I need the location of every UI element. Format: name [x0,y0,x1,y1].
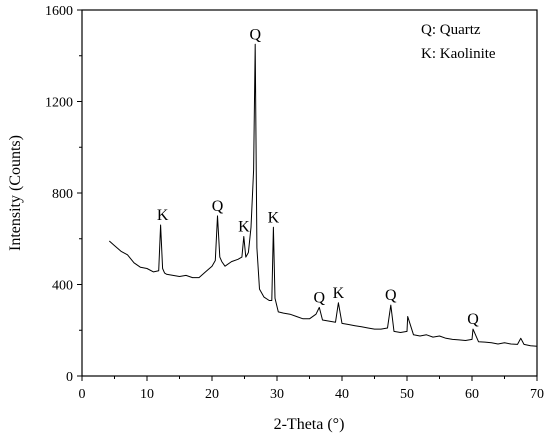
legend-entry-kaolinite: K: Kaolinite [421,46,496,62]
y-axis-title: Intensity (Counts) [7,135,24,251]
quartz-peak-label: Q [313,289,325,306]
quartz-peak-label: Q [467,311,479,328]
y-tick-label: 1600 [45,4,73,19]
y-axis-ticks: 0 400 800 1200 1600 [45,4,82,385]
legend: Q: Quartz K: Kaolinite [421,22,496,62]
y-tick-label: 800 [52,187,73,202]
x-tick-label: 30 [270,387,284,402]
kaolinite-peak-label: K [238,218,250,235]
x-axis-title: 2-Theta (°) [274,416,345,433]
y-tick-label: 1200 [45,96,73,111]
x-tick-label: 60 [465,387,479,402]
quartz-peak-label: Q [385,287,397,304]
y-tick-label: 0 [66,370,73,385]
kaolinite-peak-label: K [333,285,345,302]
x-tick-label: 0 [79,387,86,402]
x-tick-label: 20 [205,387,219,402]
xrd-pattern-line [108,43,538,347]
legend-entry-quartz: Q: Quartz [421,22,481,38]
x-tick-label: 40 [335,387,349,402]
x-axis-ticks: 0 10 20 30 40 50 60 70 [79,376,544,402]
x-tick-label: 70 [530,387,544,402]
x-tick-label: 50 [400,387,414,402]
kaolinite-peak-label: K [268,209,280,226]
quartz-peak-label: Q [249,26,261,43]
series-layer [108,43,538,347]
x-tick-label: 10 [140,387,154,402]
kaolinite-peak-label: K [157,207,169,224]
quartz-peak-label: Q [212,198,224,215]
y-tick-label: 400 [52,279,73,294]
